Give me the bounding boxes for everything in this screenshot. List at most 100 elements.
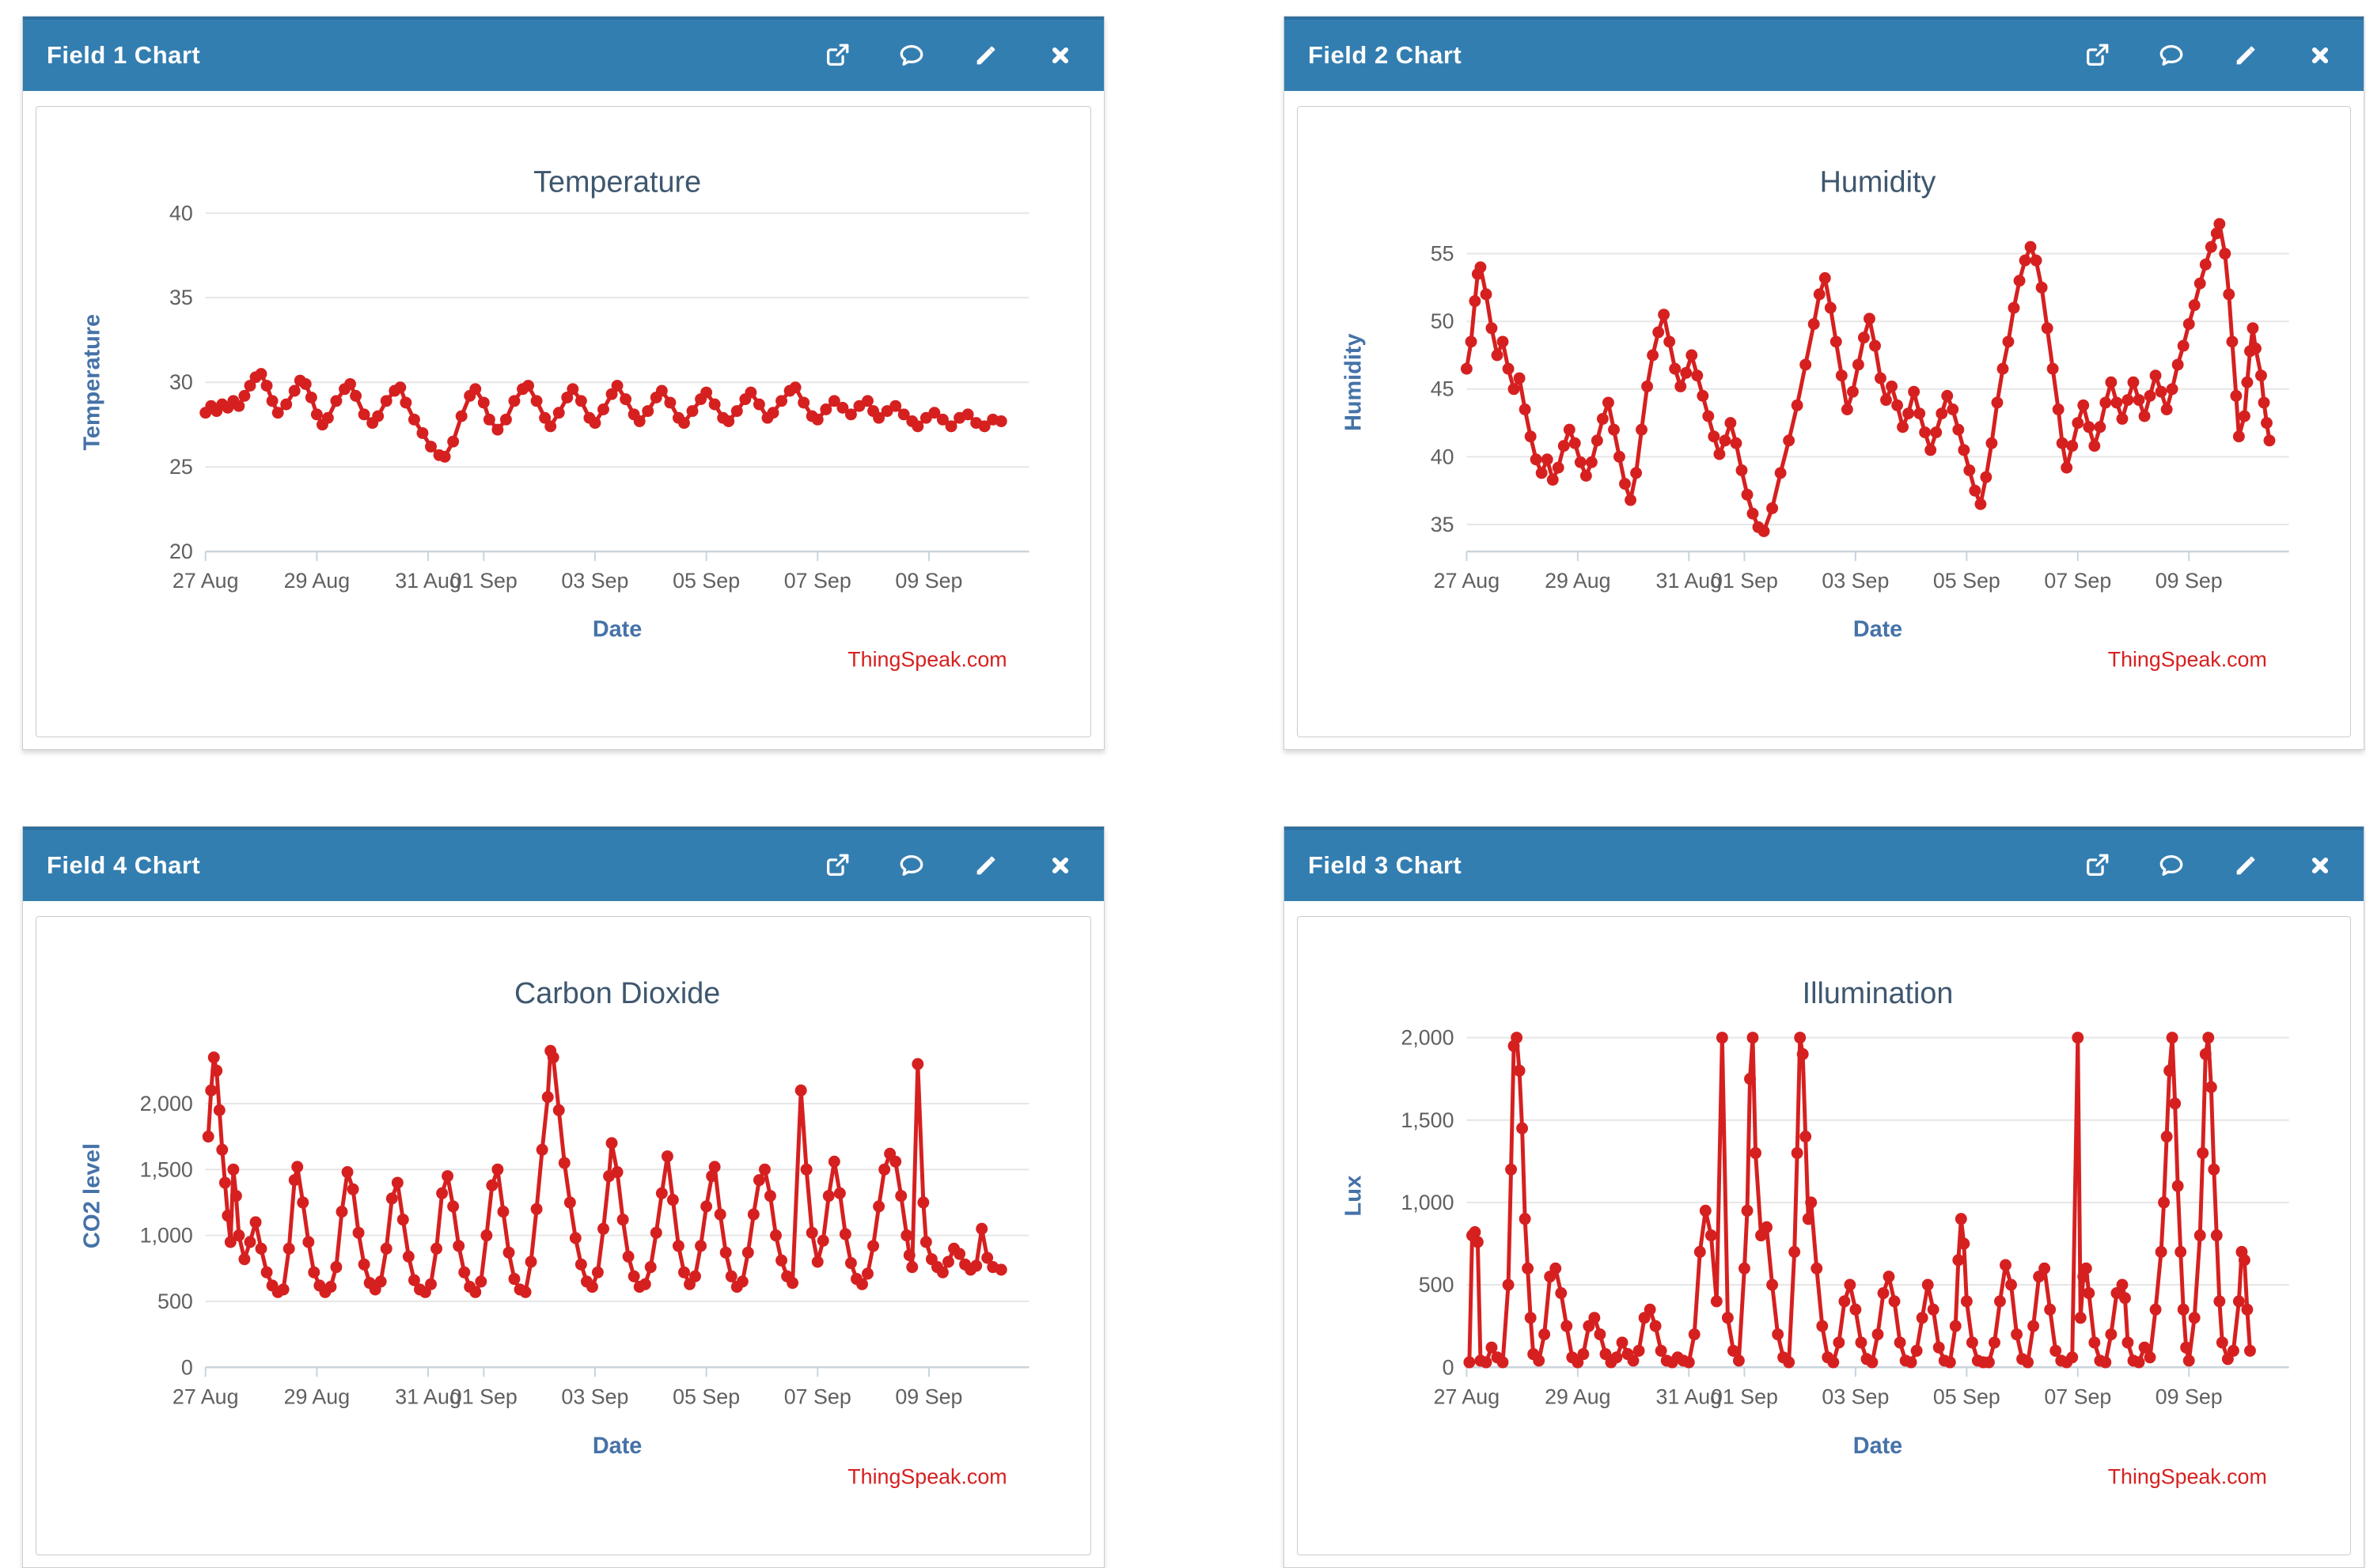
svg-text:40: 40	[169, 201, 193, 225]
svg-text:1,500: 1,500	[140, 1157, 193, 1181]
svg-text:09 Sep: 09 Sep	[895, 569, 962, 593]
panel-body: 0 500 1,000 1,500 2,000 27 Aug 29 Aug 31 Aug 01 …	[1284, 904, 2364, 1567]
panel-body: 20 25 30 35 40 27 Aug 29 Aug 31 Aug 01 Sep 03 Sep…	[23, 94, 1104, 749]
svg-text:500: 500	[1419, 1273, 1454, 1297]
chart-frame: 35 40 45 50 55 27 Aug 29 Aug 31 Aug 01 Sep 03 Sep…	[1297, 106, 2351, 737]
svg-text:55: 55	[1431, 242, 1454, 266]
svg-text:03 Sep: 03 Sep	[561, 1384, 628, 1408]
svg-text:1,000: 1,000	[1401, 1191, 1454, 1214]
panel-field4-chart: Field 4 Chart 0 500 1,000 1,500 2,000 27 Aug 2…	[22, 826, 1105, 1568]
svg-text:ThingSpeak.com: ThingSpeak.com	[2108, 1464, 2267, 1488]
chart-frame: 0 500 1,000 1,500 2,000 27 Aug 29 Aug 31 Aug 01 …	[36, 916, 1091, 1555]
svg-text:Temperature: Temperature	[80, 314, 105, 451]
edit-icon[interactable]	[971, 850, 1001, 881]
svg-text:ThingSpeak.com: ThingSpeak.com	[847, 647, 1007, 671]
comment-icon[interactable]	[897, 850, 927, 881]
open-in-new-window-icon[interactable]	[822, 40, 852, 70]
edit-icon[interactable]	[2231, 850, 2261, 881]
svg-text:Illumination: Illumination	[1803, 977, 1954, 1010]
panel-header-actions	[822, 850, 1075, 881]
panel-header: Field 1 Chart	[23, 17, 1104, 91]
panel-header-actions	[822, 40, 1075, 70]
svg-text:0: 0	[181, 1355, 193, 1379]
edit-icon[interactable]	[2231, 40, 2261, 70]
svg-text:09 Sep: 09 Sep	[2156, 569, 2223, 593]
panel-field2-chart: Field 2 Chart 35 40 45 50 55 27 Aug 29 Aug 31 A…	[1283, 16, 2364, 750]
svg-text:03 Sep: 03 Sep	[1822, 569, 1889, 593]
svg-text:03 Sep: 03 Sep	[1822, 1384, 1889, 1408]
svg-text:35: 35	[1431, 513, 1454, 536]
svg-text:27 Aug: 27 Aug	[173, 1384, 239, 1408]
panel-title: Field 4 Chart	[47, 851, 201, 879]
svg-text:Humidity: Humidity	[1820, 165, 1936, 199]
panel-header: Field 3 Chart	[1284, 827, 2364, 901]
svg-text:29 Aug: 29 Aug	[1545, 569, 1610, 593]
svg-text:Lux: Lux	[1341, 1176, 1367, 1217]
svg-text:Temperature: Temperature	[533, 165, 701, 199]
chart-frame: 0 500 1,000 1,500 2,000 27 Aug 29 Aug 31 Aug 01 …	[1297, 916, 2351, 1555]
panel-header-actions	[2082, 850, 2335, 881]
svg-text:35: 35	[169, 286, 193, 309]
comment-icon[interactable]	[2156, 850, 2186, 881]
open-in-new-window-icon[interactable]	[822, 850, 852, 881]
svg-text:1,500: 1,500	[1401, 1108, 1454, 1132]
svg-text:05 Sep: 05 Sep	[1933, 569, 2000, 593]
carbon-dioxide-chart-canvas: 0 500 1,000 1,500 2,000 27 Aug 29 Aug 31 Aug01 …	[80, 977, 1029, 1488]
svg-text:2,000: 2,000	[1401, 1026, 1454, 1050]
panel-field3-chart: Field 3 Chart 0 500 1,000 1,500 2,000 27 Aug 2…	[1283, 826, 2364, 1568]
panel-body: 0 500 1,000 1,500 2,000 27 Aug 29 Aug 31 Aug 01 …	[23, 904, 1104, 1567]
svg-text:09 Sep: 09 Sep	[895, 1384, 962, 1408]
panel-body: 35 40 45 50 55 27 Aug 29 Aug 31 Aug 01 Sep 03 Sep…	[1284, 94, 2364, 749]
panel-header: Field 4 Chart	[23, 827, 1104, 901]
svg-text:27 Aug: 27 Aug	[1434, 569, 1500, 593]
panel-header: Field 2 Chart	[1284, 17, 2364, 91]
svg-text:05 Sep: 05 Sep	[1933, 1384, 2000, 1408]
svg-text:30: 30	[169, 370, 193, 394]
svg-text:01 Sep: 01 Sep	[450, 1384, 518, 1408]
svg-text:40: 40	[1431, 445, 1454, 468]
svg-text:50: 50	[1431, 309, 1454, 333]
svg-text:Date: Date	[593, 1434, 642, 1459]
close-icon[interactable]	[2305, 850, 2335, 881]
svg-text:31 Aug: 31 Aug	[395, 569, 461, 593]
svg-text:0: 0	[1443, 1355, 1454, 1379]
panel-title: Field 1 Chart	[47, 41, 201, 69]
svg-text:500: 500	[157, 1290, 193, 1313]
panel-header-actions	[2082, 40, 2335, 70]
open-in-new-window-icon[interactable]	[2082, 40, 2112, 70]
edit-icon[interactable]	[971, 40, 1001, 70]
svg-text:Date: Date	[1853, 617, 1902, 642]
svg-text:07 Sep: 07 Sep	[2044, 1384, 2111, 1408]
svg-text:Humidity: Humidity	[1340, 334, 1366, 431]
svg-text:29 Aug: 29 Aug	[284, 1384, 351, 1408]
open-in-new-window-icon[interactable]	[2082, 850, 2112, 881]
svg-text:05 Sep: 05 Sep	[673, 569, 740, 593]
chart-frame: 20 25 30 35 40 27 Aug 29 Aug 31 Aug 01 Sep 03 Sep…	[36, 106, 1091, 737]
comment-icon[interactable]	[897, 40, 927, 70]
svg-text:27 Aug: 27 Aug	[1434, 1384, 1500, 1408]
svg-text:CO2 level: CO2 level	[80, 1143, 105, 1248]
close-icon[interactable]	[1045, 40, 1075, 70]
comment-icon[interactable]	[2156, 40, 2186, 70]
svg-text:Carbon Dioxide: Carbon Dioxide	[514, 977, 720, 1010]
svg-text:31 Aug: 31 Aug	[395, 1384, 461, 1408]
illumination-chart-canvas: 0 500 1,000 1,500 2,000 27 Aug 29 Aug 31 Aug01 …	[1341, 977, 2289, 1488]
svg-text:01 Sep: 01 Sep	[1711, 569, 1778, 593]
svg-text:Date: Date	[593, 617, 642, 642]
svg-text:09 Sep: 09 Sep	[2156, 1384, 2223, 1408]
close-icon[interactable]	[1045, 850, 1075, 881]
svg-text:07 Sep: 07 Sep	[784, 1384, 851, 1408]
svg-text:ThingSpeak.com: ThingSpeak.com	[2108, 647, 2267, 671]
svg-text:31 Aug: 31 Aug	[1656, 569, 1722, 593]
svg-text:07 Sep: 07 Sep	[784, 569, 851, 593]
svg-text:25: 25	[169, 455, 193, 479]
svg-text:2,000: 2,000	[140, 1092, 193, 1115]
svg-text:31 Aug: 31 Aug	[1656, 1384, 1722, 1408]
svg-text:1,000: 1,000	[140, 1224, 193, 1248]
panel-title: Field 3 Chart	[1308, 851, 1462, 879]
close-icon[interactable]	[2305, 40, 2335, 70]
panel-title: Field 2 Chart	[1308, 41, 1462, 69]
